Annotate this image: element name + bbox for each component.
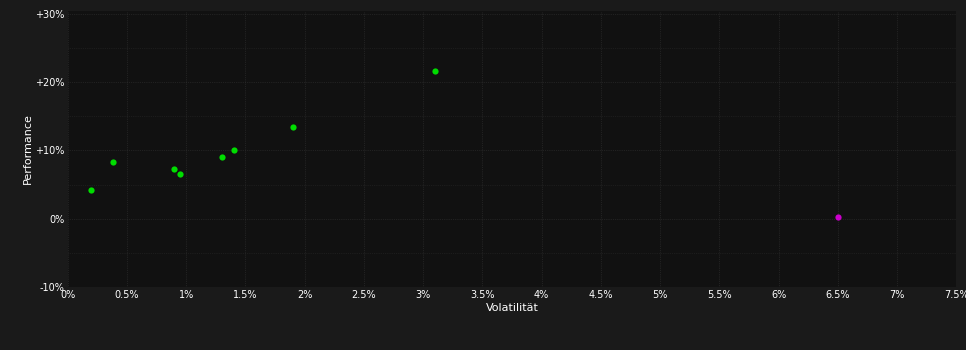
Point [173,172,188,177]
Point [285,124,300,130]
Point [830,214,845,219]
Point [166,166,182,172]
X-axis label: Volatilität: Volatilität [486,302,538,313]
Point [105,159,121,165]
Point [226,147,242,153]
Y-axis label: Performance: Performance [22,113,33,184]
Point [84,187,99,193]
Point [213,154,229,160]
Point [427,69,442,74]
